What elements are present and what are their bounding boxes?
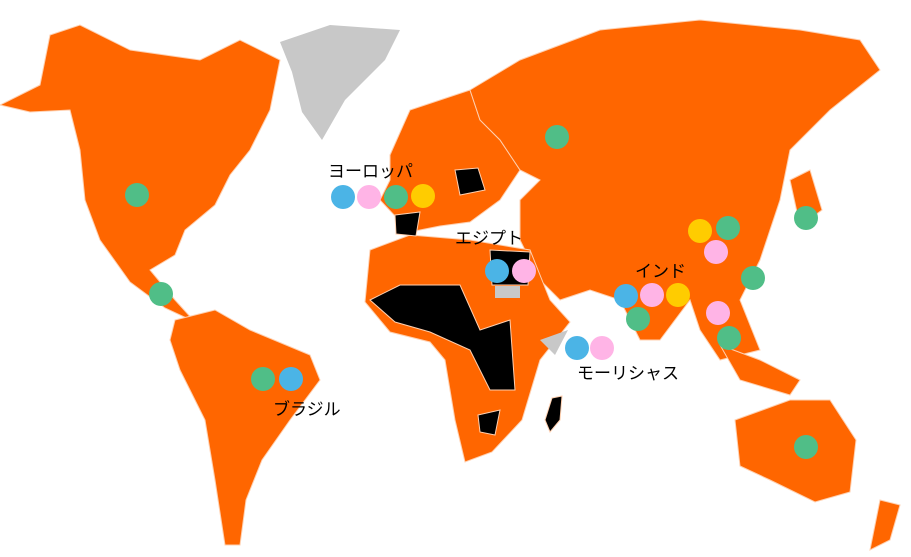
marker-southeast-asia-green	[717, 326, 741, 350]
south-america	[169, 309, 321, 546]
indonesia	[718, 344, 801, 396]
marker-southeast-asia-green	[741, 266, 765, 290]
excluded-africa	[369, 284, 516, 391]
new-zealand	[869, 499, 901, 551]
marker-north-america-green	[125, 183, 149, 207]
label-mauritius: モーリシャス	[577, 364, 679, 384]
marker-china-yellow	[688, 219, 712, 243]
arabia-no-data	[495, 286, 520, 298]
marker-europe-pink	[357, 185, 381, 209]
label-egypt: エジプト	[455, 229, 523, 249]
marker-india-blue	[614, 284, 638, 308]
marker-china-green	[716, 216, 740, 240]
label-brazil: ブラジル	[273, 400, 341, 420]
marker-egypt-blue	[485, 259, 509, 283]
label-india: インド	[635, 262, 686, 282]
marker-russia-green	[545, 125, 569, 149]
excluded-iberia	[394, 211, 421, 237]
marker-central-america-green	[149, 282, 173, 306]
greenland	[280, 25, 400, 140]
marker-egypt-pink	[512, 259, 536, 283]
marker-brazil-blue	[279, 367, 303, 391]
marker-mauritius-blue	[565, 336, 589, 360]
asia	[469, 19, 881, 361]
north-america	[0, 24, 281, 323]
marker-europe-green	[384, 185, 408, 209]
marker-india-pink	[640, 283, 664, 307]
madagascar	[544, 395, 563, 433]
marker-brazil-green	[251, 367, 275, 391]
marker-japan-green	[794, 206, 818, 230]
excluded-south-africa-region	[477, 409, 501, 436]
marker-southeast-asia-pink	[706, 301, 730, 325]
marker-europe-blue	[331, 185, 355, 209]
marker-china-pink	[704, 240, 728, 264]
marker-india-green	[626, 307, 650, 331]
marker-europe-yellow	[411, 184, 435, 208]
marker-australia-green	[794, 435, 818, 459]
marker-mauritius-pink	[590, 336, 614, 360]
horn-of-africa	[540, 330, 568, 355]
excluded-east-europe	[454, 167, 486, 196]
markers	[125, 125, 818, 459]
label-europe: ヨーロッパ	[328, 162, 413, 182]
marker-india-yellow	[666, 283, 690, 307]
